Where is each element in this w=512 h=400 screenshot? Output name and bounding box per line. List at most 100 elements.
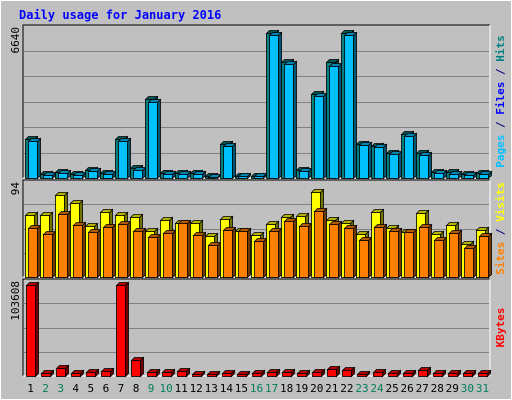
bar-kbytes-day-27 — [417, 366, 432, 378]
bar-face — [254, 176, 264, 179]
bar-face — [86, 372, 96, 377]
bar-kbytes-day-5 — [85, 368, 100, 378]
bar-face — [133, 170, 143, 179]
bar-side — [443, 236, 447, 279]
bar-face — [314, 96, 324, 179]
bar-face — [374, 147, 384, 179]
plot-border-dark — [22, 24, 490, 178]
bar-face — [208, 245, 218, 278]
x-tick-label-day-27: 27 — [416, 382, 429, 395]
bar-face — [434, 173, 444, 179]
bar-face — [223, 230, 233, 278]
x-tick-label-day-25: 25 — [385, 382, 398, 395]
bar-face — [26, 285, 36, 377]
bar-pages-day-7 — [117, 137, 132, 180]
bar-face — [464, 248, 474, 278]
bar-kbytes-day-31 — [477, 369, 492, 378]
bar-sites-day-1 — [27, 224, 42, 279]
x-tick-label-day-21: 21 — [325, 382, 338, 395]
bar-sites-day-18 — [283, 217, 298, 279]
x-tick-label-day-31: 31 — [476, 382, 489, 395]
bar-pages-day-19 — [298, 167, 313, 180]
bar-sites-day-19 — [298, 222, 313, 279]
bar-face — [223, 146, 233, 179]
bar-kbytes-day-28 — [432, 369, 447, 378]
bar-pages-day-30 — [463, 171, 478, 180]
x-tick-label-day-4: 4 — [72, 382, 79, 395]
bar-side — [293, 217, 297, 279]
bar-face — [58, 214, 68, 278]
bar-pages-day-9 — [147, 98, 162, 180]
plot-border-dark — [22, 278, 490, 376]
bar-face — [463, 373, 473, 377]
bar-face — [207, 374, 217, 377]
bar-face — [329, 224, 339, 278]
bar-side — [127, 137, 131, 180]
bar-sites-day-15 — [237, 227, 252, 279]
legend-entry: / — [494, 222, 507, 242]
bar-side — [338, 62, 342, 180]
bar-sites-day-30 — [463, 244, 478, 279]
bar-sites-day-4 — [72, 221, 87, 279]
bar-side — [172, 229, 176, 279]
bar-pages-day-12 — [192, 170, 207, 180]
bar-sites-day-12 — [192, 231, 207, 279]
bar-face — [148, 237, 158, 278]
bar-side — [413, 132, 417, 180]
bar-face — [254, 241, 264, 278]
bar-sites-day-11 — [177, 219, 192, 279]
bar-pages-day-6 — [102, 170, 117, 180]
bar-pages-day-20 — [313, 92, 328, 180]
bar-kbytes-day-1 — [25, 281, 40, 378]
bar-sites-day-9 — [147, 233, 162, 279]
bar-face — [434, 240, 444, 278]
bar-side — [52, 230, 56, 279]
bar-face — [238, 231, 248, 278]
bar-side — [125, 281, 129, 378]
bar-side — [278, 31, 282, 180]
bar-face — [389, 154, 399, 179]
bar-face — [297, 373, 307, 377]
bar-pages-day-22 — [343, 31, 358, 180]
bar-face — [267, 372, 277, 377]
bar-face — [43, 234, 53, 278]
x-tick-label-day-29: 29 — [446, 382, 459, 395]
bar-sites-day-5 — [87, 228, 102, 279]
panel-bottom: 103608 KBytes — [9, 278, 507, 378]
bar-pages-day-31 — [478, 170, 493, 180]
bar-face — [103, 227, 113, 278]
bar-face — [73, 175, 83, 179]
bar-sites-day-28 — [433, 236, 448, 279]
bar-kbytes-day-25 — [387, 369, 402, 378]
bar-side — [202, 231, 206, 279]
bar-kbytes-day-3 — [55, 364, 70, 378]
bar-face — [344, 35, 354, 179]
bar-face — [479, 236, 489, 278]
bar-face — [88, 232, 98, 278]
x-tick-label-day-20: 20 — [310, 382, 323, 395]
bar-sites-day-23 — [358, 236, 373, 279]
bar-face — [43, 175, 53, 179]
bar-sites-day-2 — [42, 230, 57, 279]
bar-side — [368, 141, 372, 180]
bar-kbytes-day-11 — [176, 367, 191, 378]
legend-entry: Pages — [494, 135, 507, 168]
x-tick-label-day-3: 3 — [57, 382, 64, 395]
bar-kbytes-day-18 — [281, 368, 296, 378]
bar-sites-day-21 — [328, 220, 343, 279]
bar-face — [162, 372, 172, 377]
bar-pages-day-26 — [403, 132, 418, 180]
x-tick-label-day-9: 9 — [148, 382, 155, 395]
x-tick-label-day-1: 1 — [27, 382, 34, 395]
bar-face — [193, 235, 203, 278]
bar-side — [353, 224, 357, 279]
axis-max-label: 94 — [9, 182, 22, 196]
bar-face — [314, 211, 324, 278]
bar-face — [41, 373, 51, 377]
bar-side — [37, 224, 41, 279]
x-tick-label-day-22: 22 — [340, 382, 353, 395]
x-tick-label-day-7: 7 — [118, 382, 125, 395]
bar-pages-day-25 — [388, 150, 403, 180]
bar-face — [357, 374, 367, 377]
